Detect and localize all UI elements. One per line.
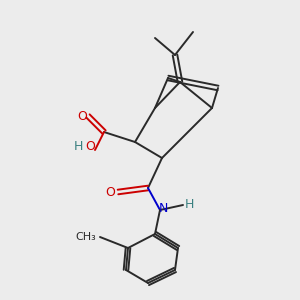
Text: CH₃: CH₃ [75,232,96,242]
Text: N: N [158,202,168,214]
Text: O: O [77,110,87,122]
Text: O: O [105,185,115,199]
Text: H: H [73,140,83,152]
Text: O: O [85,140,95,152]
Text: H: H [184,199,194,212]
